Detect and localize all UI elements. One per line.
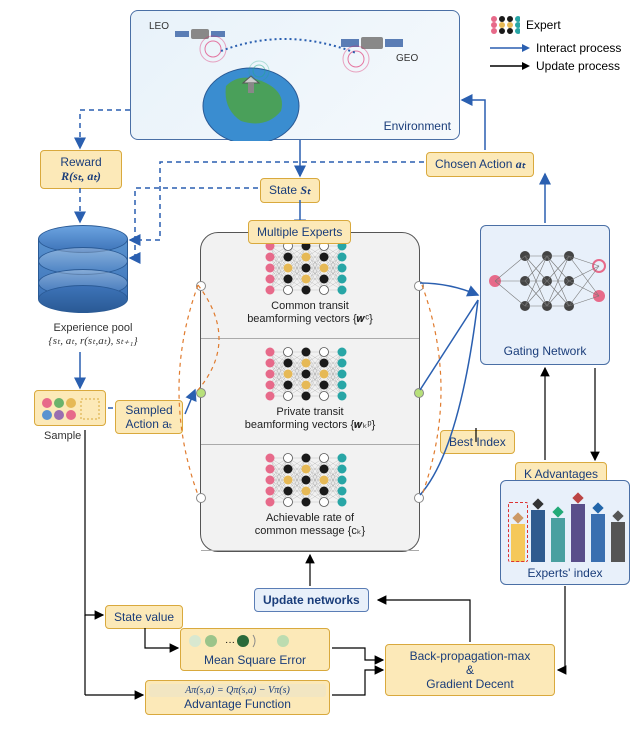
env-illustration bbox=[131, 11, 461, 141]
advantage-fn-box: Aπ(s,a) = Qπ(s,a) − Vπ(s) Advantage Func… bbox=[145, 680, 330, 715]
backprop-box: Back-propagation-max & Gradient Decent bbox=[385, 644, 555, 696]
state-value-box: State value bbox=[105, 605, 183, 629]
sampled-action-title: Sampled bbox=[118, 403, 180, 417]
advantage-fn-formula: Aπ(s,a) = Qπ(s,a) − Vπ(s) bbox=[149, 684, 326, 697]
bp-l1: Back-propagation-max bbox=[394, 649, 546, 663]
kbar-6 bbox=[611, 522, 625, 562]
advantage-fn-title: Advantage Function bbox=[149, 697, 326, 711]
sample-box bbox=[34, 390, 106, 426]
expert-nn-1 bbox=[265, 241, 355, 296]
update-networks-box: Update networks bbox=[254, 588, 369, 612]
experts-panel: Common transitbeamforming vectors {𝒘ᶜ} P… bbox=[200, 232, 420, 552]
update-arrow-icon bbox=[490, 61, 530, 71]
chosen-action-title: Chosen Action bbox=[435, 157, 512, 171]
mse-label: Mean Square Error bbox=[184, 653, 326, 667]
mse-icon: ··· bbox=[185, 632, 325, 650]
legend-update: Update process bbox=[536, 59, 620, 73]
exp-pool-l1: Experience pool bbox=[28, 322, 158, 334]
sampled-action-box: Sampled Action aₜ bbox=[115, 400, 183, 434]
state-math: Sₜ bbox=[300, 183, 310, 197]
reward-title: Reward bbox=[45, 155, 117, 169]
expert-row-1: Common transitbeamforming vectors {𝒘ᶜ} bbox=[201, 233, 419, 339]
experience-db-icon bbox=[38, 225, 128, 315]
k-advantages-panel: Experts' index bbox=[500, 480, 630, 585]
kbar-highlight bbox=[508, 502, 528, 562]
gating-label: Gating Network bbox=[481, 344, 609, 358]
expert-nn-2 bbox=[265, 347, 355, 402]
kbar-4 bbox=[571, 504, 585, 562]
experts-index-label: Experts' index bbox=[501, 566, 629, 580]
expert-3-label: Achievable rate ofcommon message {cₖ} bbox=[255, 512, 365, 538]
expert-2-label: Private transitbeamforming vectors {𝒘ₖᵖ} bbox=[245, 406, 376, 432]
bp-l2: & bbox=[394, 663, 546, 677]
state-title: State bbox=[269, 183, 297, 197]
exp-pool-label: Experience pool {sₜ, aₜ, r(sₜ,aₜ), sₜ₊₁} bbox=[28, 322, 158, 347]
sample-icon bbox=[39, 395, 101, 421]
chosen-action-box: Chosen Action aₜ bbox=[426, 152, 534, 177]
expert-legend-icon bbox=[490, 15, 520, 35]
expert-nn-3 bbox=[265, 453, 355, 508]
legend-interact: Interact process bbox=[536, 41, 621, 55]
legend: Expert Interact process Update process bbox=[490, 15, 630, 73]
kbar-2 bbox=[531, 510, 545, 562]
reward-math: R(sₜ, aₜ) bbox=[45, 169, 117, 184]
expert-1-label: Common transitbeamforming vectors {𝒘ᶜ} bbox=[247, 300, 373, 326]
reward-box: Reward R(sₜ, aₜ) bbox=[40, 150, 122, 189]
sampled-action-l2: Action aₜ bbox=[118, 417, 180, 431]
state-box: State Sₜ bbox=[260, 178, 320, 203]
svg-text:···: ··· bbox=[225, 637, 235, 648]
kbar-3 bbox=[551, 518, 565, 562]
bp-l3: Gradient Decent bbox=[394, 677, 546, 691]
best-index-box: Best Index bbox=[440, 430, 515, 454]
multiple-experts-label: Multiple Experts bbox=[248, 220, 351, 244]
chosen-action-math: aₜ bbox=[516, 157, 526, 171]
gating-nn-icon bbox=[481, 226, 609, 331]
expert-row-2: Private transitbeamforming vectors {𝒘ₖᵖ} bbox=[201, 339, 419, 445]
sample-caption: Sample bbox=[44, 430, 81, 442]
legend-expert: Expert bbox=[526, 18, 561, 32]
exp-pool-l2: {sₜ, aₜ, r(sₜ,aₜ), sₜ₊₁} bbox=[28, 334, 158, 347]
kbar-5 bbox=[591, 514, 605, 562]
environment-panel: Environment LEO GEO bbox=[130, 10, 460, 140]
gating-panel: Gating Network bbox=[480, 225, 610, 365]
interact-arrow-icon bbox=[490, 43, 530, 53]
mse-box: ··· Mean Square Error bbox=[180, 628, 330, 671]
expert-row-3: Achievable rate ofcommon message {cₖ} bbox=[201, 445, 419, 551]
